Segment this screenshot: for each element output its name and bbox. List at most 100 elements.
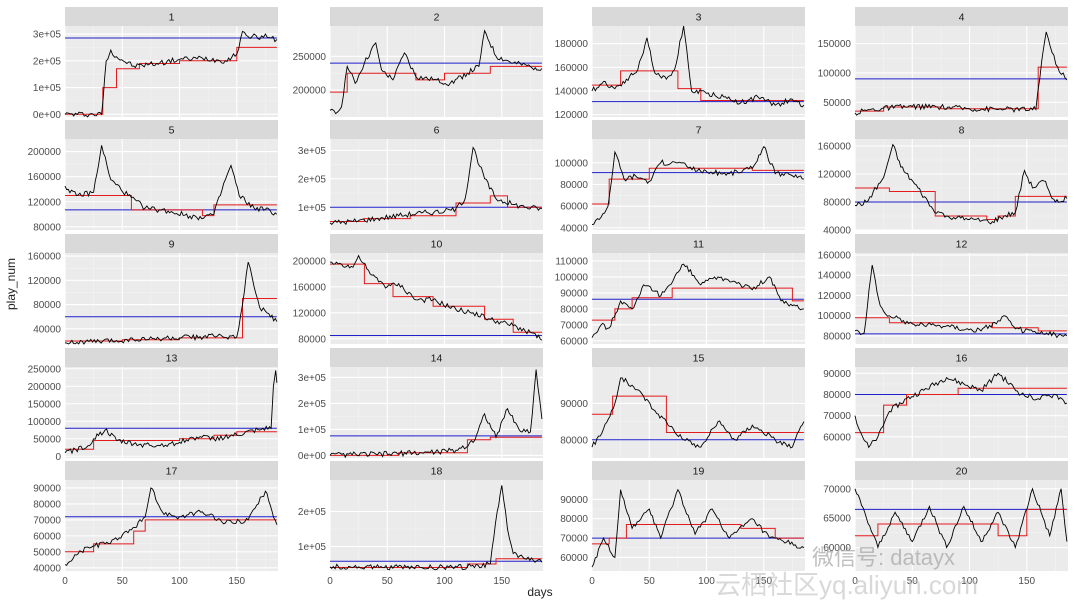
panel-background bbox=[65, 480, 278, 571]
y-tick-label: 80000 bbox=[33, 499, 61, 510]
y-tick-label: 3e+05 bbox=[33, 30, 62, 41]
facet-strip-label: 4 bbox=[959, 12, 965, 24]
x-tick-label: 0 bbox=[852, 576, 858, 587]
y-tick-label: 2e+05 bbox=[298, 399, 327, 410]
y-tick-label: 65000 bbox=[823, 514, 851, 525]
y-tick-label: 140000 bbox=[555, 87, 589, 98]
y-tick-label: 120000 bbox=[28, 197, 62, 208]
facet-panel-18: 18 1e+05 2e+05 0 50 100 150 bbox=[298, 461, 543, 587]
facet-strip-label: 12 bbox=[956, 239, 968, 251]
facet-panel-3: 3 120000 140000 160000 180000 bbox=[555, 7, 805, 121]
x-tick-label: 0 bbox=[62, 576, 68, 587]
step-line bbox=[855, 387, 1067, 434]
facet-panel-12: 12 80000 100000 120000 140000 160000 bbox=[818, 234, 1068, 344]
observed-line bbox=[591, 377, 805, 449]
facet-panel-10: 10 80000 120000 160000 200000 bbox=[293, 234, 543, 345]
y-tick-label: 50000 bbox=[33, 547, 61, 558]
facet-panel-11: 11 60000 70000 80000 90000 100000 110000 bbox=[555, 234, 805, 347]
facet-strip-label: 13 bbox=[166, 353, 178, 365]
observed-line bbox=[591, 488, 805, 568]
y-tick-label: 160000 bbox=[555, 63, 589, 74]
x-tick-label: 0 bbox=[327, 576, 333, 587]
y-tick-label: 50000 bbox=[33, 434, 61, 445]
y-tick-label: 70000 bbox=[560, 534, 588, 545]
x-tick-label: 50 bbox=[382, 576, 394, 587]
y-axis-label: play_num bbox=[4, 257, 18, 310]
facet-strip bbox=[330, 7, 543, 26]
y-tick-label: 250000 bbox=[293, 52, 327, 63]
watermark-wechat: 微信号: datayx bbox=[812, 545, 956, 570]
facet-strip-label: 9 bbox=[169, 239, 175, 251]
y-tick-label: 60000 bbox=[823, 432, 851, 443]
x-tick-label: 50 bbox=[117, 576, 129, 587]
step-line bbox=[592, 524, 804, 545]
y-tick-label: 100000 bbox=[555, 272, 589, 283]
facet-strip bbox=[592, 120, 805, 139]
y-tick-label: 1e+05 bbox=[298, 542, 327, 553]
x-tick-label: 150 bbox=[1018, 576, 1035, 587]
y-tick-label: 160000 bbox=[28, 172, 62, 183]
panel-background bbox=[592, 480, 805, 571]
facet-strip-label: 14 bbox=[431, 353, 443, 365]
facet-strip bbox=[855, 348, 1068, 367]
y-tick-label: 60000 bbox=[560, 553, 588, 564]
y-tick-label: 80000 bbox=[560, 514, 588, 525]
facet-strip-label: 3 bbox=[696, 12, 702, 24]
y-tick-label: 90000 bbox=[560, 495, 588, 506]
facet-strip bbox=[65, 234, 278, 253]
x-tick-label: 100 bbox=[961, 576, 978, 587]
facet-strip-label: 7 bbox=[696, 125, 702, 137]
y-tick-label: 90000 bbox=[560, 288, 588, 299]
facet-panel-14: 14 0e+00 1e+05 2e+05 3e+05 bbox=[298, 348, 543, 462]
y-tick-label: 40000 bbox=[33, 324, 61, 335]
observed-line bbox=[329, 485, 543, 571]
facet-strip-label: 8 bbox=[959, 125, 965, 137]
facet-strip bbox=[65, 120, 278, 139]
facet-panel-4: 4 50000 100000 150000 bbox=[818, 7, 1068, 117]
facet-panel-2: 2 200000 250000 bbox=[293, 7, 543, 117]
y-tick-label: 180000 bbox=[555, 39, 589, 50]
y-tick-label: 70000 bbox=[823, 411, 851, 422]
observed-line bbox=[854, 31, 1068, 116]
y-tick-label: 0e+00 bbox=[33, 110, 62, 121]
y-tick-label: 160000 bbox=[818, 142, 852, 153]
facet-strip bbox=[592, 348, 805, 367]
y-tick-label: 120000 bbox=[818, 291, 852, 302]
facet-strip-label: 2 bbox=[434, 12, 440, 24]
observed-line bbox=[64, 487, 278, 566]
observed-line bbox=[854, 487, 1068, 550]
facet-strip-label: 1 bbox=[169, 12, 175, 24]
y-tick-label: 40000 bbox=[33, 563, 61, 574]
observed-line bbox=[329, 146, 543, 226]
y-tick-label: 90000 bbox=[823, 369, 851, 380]
y-tick-label: 2e+05 bbox=[33, 56, 62, 67]
y-tick-label: 160000 bbox=[28, 252, 62, 263]
facet-panel-19: 19 60000 70000 80000 90000 0 50 100 150 bbox=[560, 461, 805, 587]
y-tick-label: 0e+00 bbox=[298, 451, 327, 462]
y-tick-label: 1e+05 bbox=[33, 83, 62, 94]
panel-background bbox=[855, 26, 1068, 117]
x-tick-label: 150 bbox=[493, 576, 510, 587]
panel-background bbox=[65, 26, 278, 117]
panel-background bbox=[855, 480, 1068, 571]
facet-panel-6: 6 1e+05 2e+05 3e+05 bbox=[298, 120, 543, 230]
observed-line bbox=[329, 369, 543, 459]
step-line bbox=[330, 263, 542, 333]
facet-strip-label: 17 bbox=[166, 466, 178, 478]
panel-background bbox=[65, 139, 278, 230]
facet-panel-5: 5 80000 120000 160000 200000 bbox=[28, 120, 278, 233]
facet-strip-label: 15 bbox=[693, 353, 705, 365]
facet-strip bbox=[592, 7, 805, 26]
panel-background bbox=[330, 480, 543, 571]
step-line bbox=[65, 519, 277, 553]
facet-strip bbox=[592, 461, 805, 480]
y-tick-label: 80000 bbox=[298, 334, 326, 345]
facet-strip bbox=[330, 120, 543, 139]
facet-strip-label: 10 bbox=[431, 239, 443, 251]
observed-line bbox=[329, 29, 543, 115]
y-tick-label: 250000 bbox=[28, 364, 62, 375]
y-tick-label: 80000 bbox=[560, 180, 588, 191]
observed-line bbox=[854, 143, 1068, 225]
y-tick-label: 3e+05 bbox=[298, 373, 327, 384]
